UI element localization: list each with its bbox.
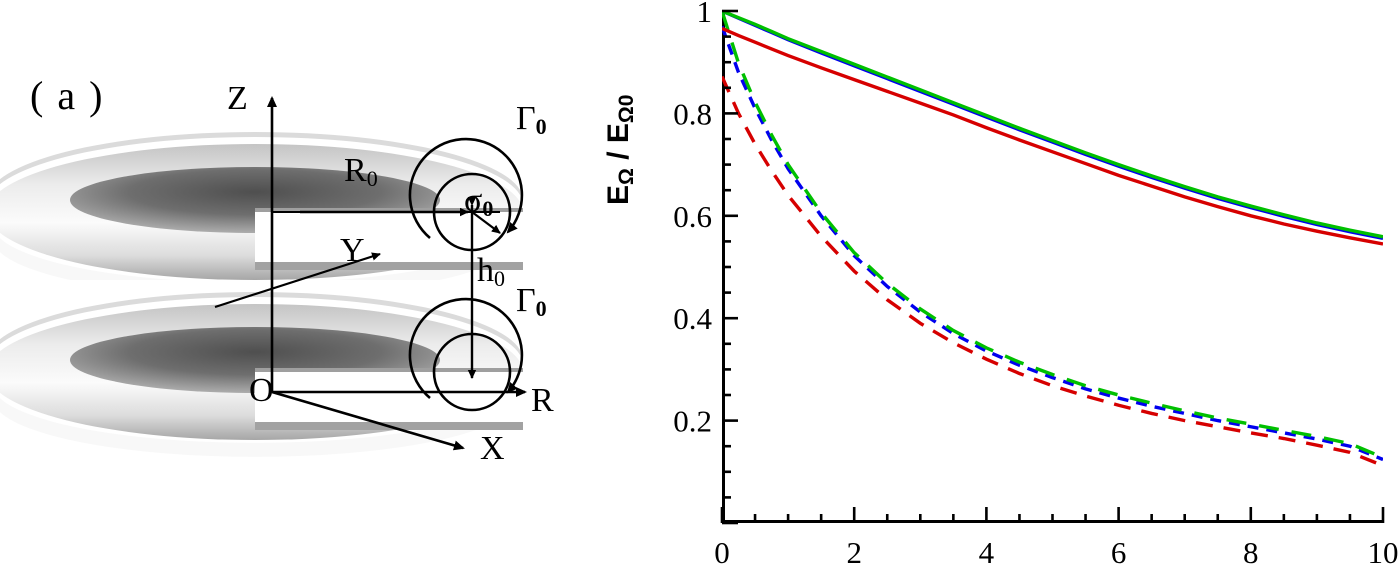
origin-label: O bbox=[249, 372, 274, 409]
vortex-ring-top bbox=[0, 132, 523, 280]
axis-x-label: X bbox=[480, 430, 505, 467]
axis-z-label: Z bbox=[227, 80, 248, 117]
y-axis-label: EΩ / EΩ0 bbox=[602, 94, 638, 205]
curve-layer bbox=[722, 11, 1383, 468]
circulation-top-subscript: 0 bbox=[535, 114, 547, 139]
vortex-ring-bottom bbox=[0, 292, 523, 457]
ring-radius-label: R0 bbox=[344, 152, 378, 192]
axis-y-label: Y bbox=[340, 232, 365, 269]
separation-symbol: h bbox=[477, 252, 494, 289]
circulation-top-symbol: Γ bbox=[516, 100, 536, 137]
y-tick-label-0: 0.2 bbox=[673, 404, 712, 439]
separation-subscript: 0 bbox=[494, 266, 505, 291]
series-line-2 bbox=[722, 11, 1383, 460]
x-tick-label-1: 2 bbox=[846, 535, 862, 570]
x-tick-label-3: 6 bbox=[1111, 535, 1127, 570]
x-tick-label-4: 8 bbox=[1243, 535, 1259, 570]
core-radius-symbol: σ bbox=[464, 182, 483, 219]
axis-y-line bbox=[214, 252, 381, 309]
axis-x-line bbox=[271, 390, 465, 451]
x-tick-label-2: 4 bbox=[979, 535, 995, 570]
vortex-ring-diagram bbox=[0, 96, 527, 457]
circulation-bottom-label: Γ0 bbox=[516, 282, 547, 322]
ring-radius-subscript: 0 bbox=[366, 166, 378, 191]
x-tick-label-5: 10 bbox=[1368, 535, 1399, 570]
panel-a-schematic: ( a ) bbox=[0, 0, 640, 586]
panel-a-label: ( a ) bbox=[30, 73, 105, 118]
circulation-bottom-subscript: 0 bbox=[535, 296, 547, 321]
core-radius-subscript: 0 bbox=[482, 196, 494, 221]
circulation-arc-bottom bbox=[408, 297, 524, 399]
separation-label: h0 bbox=[477, 252, 505, 292]
circulation-top-label: Γ0 bbox=[516, 100, 547, 140]
axis-r-label: R bbox=[531, 382, 554, 419]
y-tick-label-3: 0.8 bbox=[673, 96, 712, 131]
tick-layer: 0 2 4 6 8 10 0.2 0.4 0.6 0.8 1 bbox=[673, 0, 1398, 570]
x-tick-label-0: 0 bbox=[714, 535, 730, 570]
series-line-3 bbox=[722, 26, 1383, 246]
ring-radius-symbol: R bbox=[344, 152, 367, 189]
y-tick-label-4: 1 bbox=[697, 0, 713, 29]
plot-area: 0 2 4 6 8 10 0.2 0.4 0.6 0.8 1 bbox=[673, 0, 1398, 570]
core-radius-label: σ0 bbox=[464, 182, 493, 222]
y-tick-label-2: 0.6 bbox=[673, 199, 712, 234]
circulation-arc-top bbox=[408, 137, 524, 239]
sigma0-arrow bbox=[471, 211, 501, 234]
series-line-0 bbox=[722, 75, 1383, 468]
series-line-5 bbox=[722, 11, 1383, 239]
series-line-1 bbox=[722, 25, 1383, 462]
circulation-bottom-symbol: Γ bbox=[516, 282, 536, 319]
y-tick-label-1: 0.4 bbox=[673, 301, 712, 336]
